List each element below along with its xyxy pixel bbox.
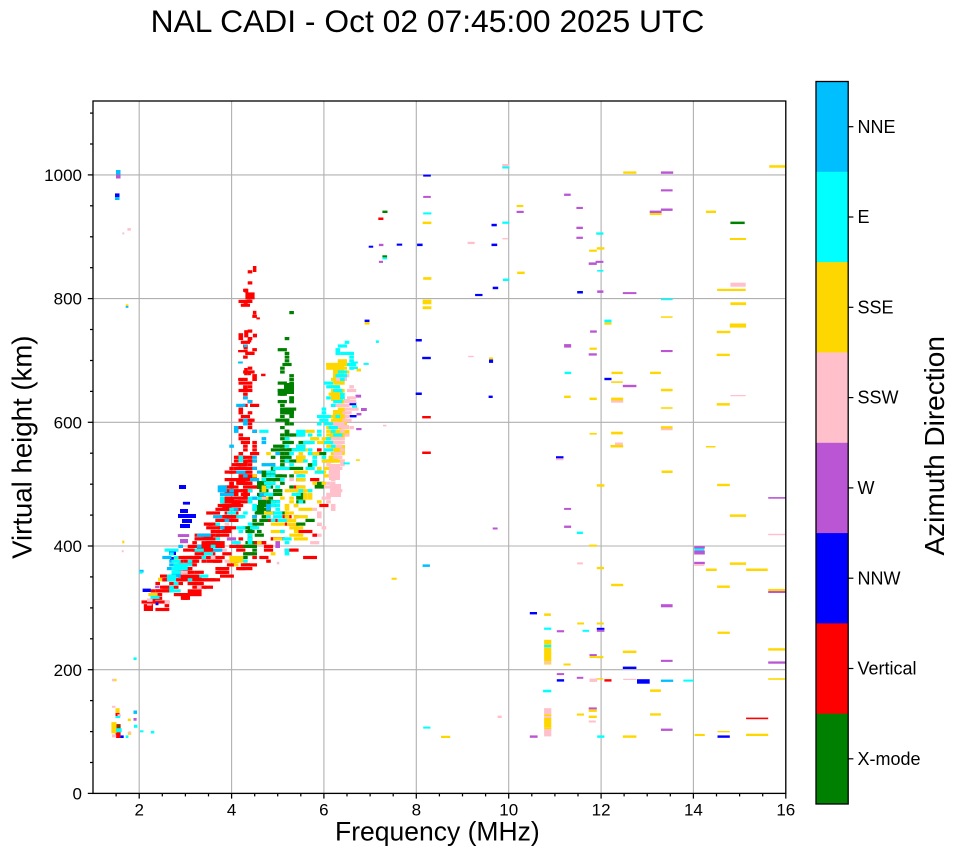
svg-text:800: 800 (54, 290, 82, 309)
svg-text:NNE: NNE (858, 117, 896, 137)
svg-text:4: 4 (227, 801, 236, 820)
svg-text:400: 400 (54, 537, 82, 556)
svg-text:2: 2 (134, 801, 143, 820)
svg-text:NAL CADI - Oct 02 07:45:00 202: NAL CADI - Oct 02 07:45:00 2025 UTC (151, 3, 705, 39)
svg-text:Frequency (MHz): Frequency (MHz) (335, 816, 540, 846)
svg-text:X-mode: X-mode (858, 749, 921, 769)
svg-text:16: 16 (776, 801, 795, 820)
svg-text:E: E (858, 207, 870, 227)
svg-text:14: 14 (684, 801, 703, 820)
svg-text:600: 600 (54, 413, 82, 432)
svg-text:SSE: SSE (858, 297, 894, 317)
svg-text:1000: 1000 (44, 166, 82, 185)
svg-text:W: W (858, 478, 875, 498)
svg-text:6: 6 (319, 801, 328, 820)
svg-text:Vertical: Vertical (858, 659, 917, 679)
svg-text:Virtual height (km): Virtual height (km) (7, 335, 38, 558)
svg-text:200: 200 (54, 661, 82, 680)
svg-text:NNW: NNW (858, 568, 901, 588)
svg-text:0: 0 (73, 785, 82, 804)
svg-text:Azimuth Direction: Azimuth Direction (919, 336, 950, 555)
svg-text:SSW: SSW (858, 388, 899, 408)
svg-text:8: 8 (412, 801, 421, 820)
svg-text:12: 12 (592, 801, 611, 820)
svg-text:10: 10 (499, 801, 518, 820)
